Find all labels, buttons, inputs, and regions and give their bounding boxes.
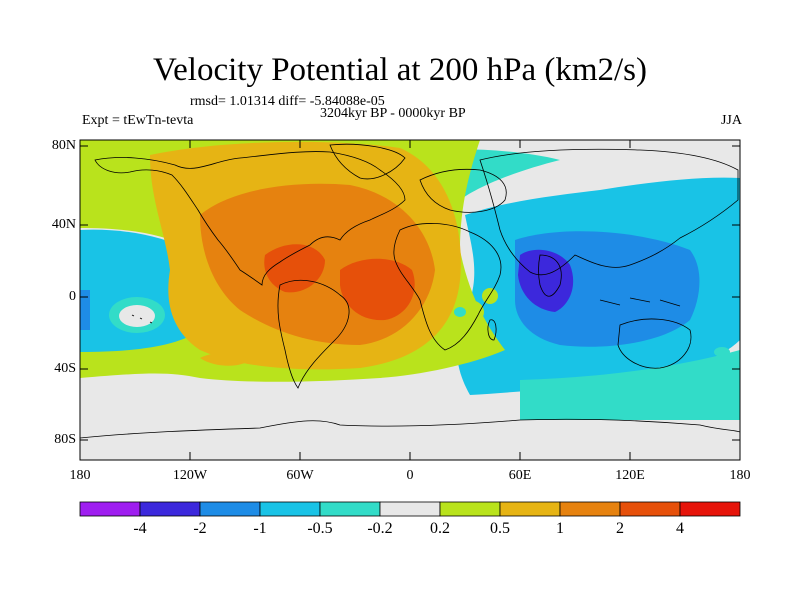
colorbar-level-label: -4	[133, 520, 147, 537]
colorbar-box	[679, 501, 741, 517]
stats-subtitle: rmsd= 1.01314 diff= -5.84088e-05	[190, 94, 385, 109]
colorbar-box	[439, 501, 501, 517]
colorbar-box	[319, 501, 381, 517]
colorbar-level-label: 0.5	[490, 520, 510, 537]
lat-label-40n: 40N	[51, 217, 76, 232]
colorbar-box	[79, 501, 141, 517]
colorbar	[79, 501, 741, 517]
lon-label-120e: 120E	[615, 468, 645, 483]
contour-east-teal-spot	[714, 347, 730, 357]
coast-madagascar	[487, 319, 497, 341]
colorbar-level-label: 4	[676, 520, 684, 537]
colorbar-level-label: 1	[556, 520, 564, 537]
colorbar-level-label: -0.5	[307, 520, 333, 537]
colorbar-level-label: -0.2	[367, 520, 393, 537]
coast-africa	[393, 223, 502, 351]
lon-label-120w: 120W	[172, 468, 208, 483]
contour-africa-yellowgreen	[456, 300, 484, 324]
contour-west-edge	[80, 290, 90, 330]
plot-title: Velocity Potential at 200 hPa (km2/s)	[152, 52, 648, 88]
contour-arabia-yellowgreen	[482, 288, 498, 304]
colorbar-box	[559, 501, 621, 517]
coast-asia	[479, 148, 739, 276]
lon-label-60e: 60E	[508, 468, 532, 483]
colorbar-level-label: -2	[193, 520, 207, 537]
coast-south-america	[277, 279, 350, 389]
contour-west-hole	[119, 305, 155, 327]
season-label: JJA	[720, 113, 742, 128]
coast-europe	[419, 168, 507, 213]
lon-label-60w: 60W	[286, 468, 314, 483]
coast-australia	[617, 318, 692, 369]
contour-darkorange-east	[340, 258, 415, 321]
contour-southwest-yellow	[200, 352, 250, 366]
contour-darkorange-west	[264, 244, 325, 293]
colorbar-box	[199, 501, 261, 517]
coast-hawaii	[131, 314, 153, 324]
colorbar-box	[499, 501, 561, 517]
contour-south-teal	[520, 350, 740, 420]
axis-ticks	[79, 140, 741, 460]
lon-label-0: 0	[406, 468, 414, 483]
contour-fill	[80, 140, 740, 460]
colorbar-box	[379, 501, 441, 517]
colorbar-box	[139, 501, 201, 517]
coast-north-america	[94, 151, 406, 286]
coast-greenland	[329, 143, 406, 180]
colorbar-level-label: 0.2	[430, 520, 450, 537]
lat-label-0: 0	[69, 289, 76, 304]
lon-label-180e: 180	[729, 468, 751, 483]
experiment-label: Expt = tEwTn-tevta	[82, 113, 194, 128]
lon-label-180w: 180	[69, 468, 91, 483]
lat-label-80n: 80N	[51, 138, 76, 153]
lat-label-40s: 40S	[54, 361, 76, 376]
colorbar-box	[259, 501, 321, 517]
contour-africa-teal	[454, 307, 466, 317]
coast-india	[538, 254, 562, 297]
coast-antarctica	[80, 418, 740, 439]
coastlines	[80, 143, 740, 439]
colorbar-level-label: 2	[616, 520, 624, 537]
colorbar-level-label: -1	[253, 520, 267, 537]
colorbar-box	[619, 501, 681, 517]
coast-indonesia	[599, 297, 681, 307]
lat-label-80s: 80S	[54, 432, 76, 447]
period-subtitle: 3204kyr BP - 0000kyr BP	[320, 106, 466, 121]
